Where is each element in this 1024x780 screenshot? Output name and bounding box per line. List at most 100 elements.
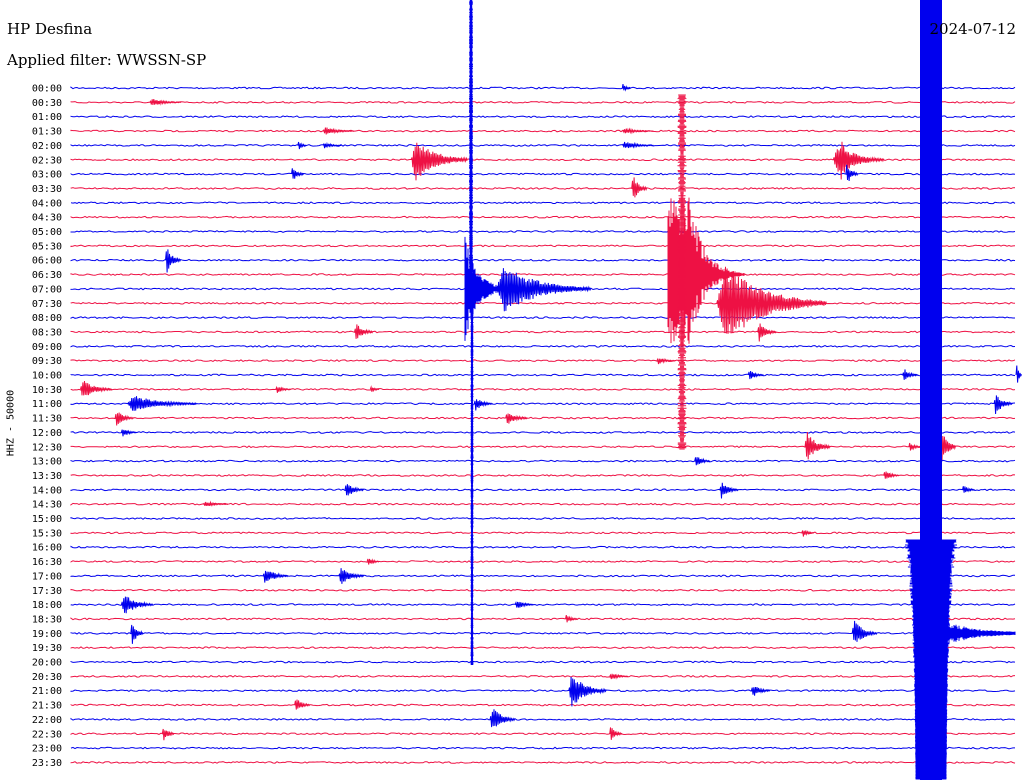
- trace-row-0730: [70, 301, 1016, 305]
- event-trace: [565, 614, 578, 623]
- event-trace: [939, 434, 957, 461]
- y-axis-label: HHZ - 50000: [5, 389, 17, 457]
- trace-row-1300: [70, 459, 1016, 463]
- event-trace: [489, 709, 516, 728]
- time-label-1300: 13:00: [32, 457, 62, 468]
- event-trace: [656, 357, 676, 365]
- time-label-0630: 06:30: [32, 270, 62, 281]
- trace-row-1200: [70, 430, 1016, 434]
- event-trace: [294, 699, 311, 710]
- time-label-0330: 03:30: [32, 184, 62, 195]
- trace-row-1600: [70, 545, 1016, 549]
- event-trace: [750, 687, 771, 696]
- saturated-band-coda: [941, 620, 1016, 646]
- time-label-2330: 23:30: [32, 758, 62, 769]
- time-label-1800: 18:00: [32, 600, 62, 611]
- event-trace: [514, 600, 534, 608]
- trace-row-2230: [70, 732, 1016, 736]
- time-label-0700: 07:00: [32, 284, 62, 295]
- time-label-2100: 21:00: [32, 686, 62, 697]
- event-trace: [127, 396, 197, 411]
- time-label-0730: 07:30: [32, 299, 62, 310]
- trace-row-1500: [70, 516, 1016, 520]
- trace-row-0130: [70, 129, 1016, 133]
- event-trace: [262, 570, 289, 583]
- time-label-2300: 23:00: [32, 744, 62, 755]
- saturated-spike-1-tail: [470, 299, 474, 665]
- event-trace: [716, 266, 827, 334]
- trace-row-1530: [70, 531, 1016, 535]
- trace-row-0100: [70, 115, 1016, 119]
- time-label-0900: 09:00: [32, 342, 62, 353]
- time-label-0200: 02:00: [32, 141, 62, 152]
- trace-row-1330: [70, 474, 1016, 477]
- trace-row-0300: [70, 172, 1016, 176]
- time-label-0930: 09:30: [32, 356, 62, 367]
- trace-row-0430: [70, 215, 1016, 219]
- date-label: 2024-07-12: [929, 20, 1016, 38]
- time-label-1400: 14:00: [32, 485, 62, 496]
- trace-row-0530: [70, 244, 1016, 248]
- event-trace: [338, 568, 365, 584]
- station-title: HP Desfina: [7, 20, 93, 38]
- event-trace: [165, 249, 182, 273]
- event-trace: [120, 596, 154, 614]
- event-trace: [275, 385, 292, 393]
- event-trace: [369, 385, 380, 393]
- trace-row-2130: [70, 703, 1016, 707]
- time-label-1230: 12:30: [32, 442, 62, 453]
- trace-row-2100: [70, 689, 1016, 693]
- event-trace: [883, 471, 900, 479]
- trace-row-1730: [70, 588, 1015, 592]
- event-trace: [473, 399, 493, 411]
- trace-row-0500: [70, 230, 1016, 233]
- trace-row-1230: [70, 445, 1016, 449]
- trace-row-0400: [70, 201, 1016, 205]
- trace-row-0900: [70, 344, 1016, 348]
- time-label-1530: 15:30: [32, 528, 62, 539]
- time-label-0530: 05:30: [32, 241, 62, 252]
- trace-row-0930: [70, 359, 1016, 362]
- event-trace: [621, 141, 654, 149]
- time-label-1430: 14:30: [32, 500, 62, 511]
- time-label-0800: 08:00: [32, 313, 62, 324]
- time-label-0030: 00:30: [32, 98, 62, 109]
- time-label-0000: 00:00: [32, 84, 62, 95]
- time-label-2230: 22:30: [32, 729, 62, 740]
- event-trace: [120, 429, 137, 437]
- time-label-0500: 05:00: [32, 227, 62, 238]
- event-trace: [962, 486, 975, 493]
- trace-row-2200: [70, 717, 1016, 721]
- event-trace: [801, 530, 815, 537]
- time-label-1000: 10:00: [32, 371, 62, 382]
- event-trace: [621, 127, 654, 135]
- trace-row-2030: [70, 674, 1016, 678]
- filter-label: Applied filter: WWSSN-SP: [7, 51, 207, 69]
- event-trace: [609, 727, 623, 740]
- trace-row-1130: [70, 416, 1016, 420]
- trace-row-1630: [70, 560, 1016, 563]
- event-trace: [747, 371, 764, 380]
- event-trace: [694, 457, 711, 466]
- event-trace: [410, 142, 468, 181]
- event-trace: [851, 620, 878, 642]
- event-trace: [609, 673, 629, 680]
- event-trace: [1015, 365, 1023, 383]
- time-label-1830: 18:30: [32, 614, 62, 625]
- time-label-1600: 16:00: [32, 543, 62, 554]
- event-trace: [495, 268, 592, 312]
- event-trace: [161, 728, 175, 741]
- event-trace: [291, 168, 304, 179]
- time-label-1730: 17:30: [32, 586, 62, 597]
- time-label-0430: 04:30: [32, 213, 62, 224]
- trace-row-0830: [70, 330, 1016, 334]
- event-trace: [845, 164, 859, 182]
- time-label-0230: 02:30: [32, 155, 62, 166]
- trace-row-0630: [70, 273, 1016, 276]
- time-label-1100: 11:00: [32, 399, 62, 410]
- saturated-band-edge: [905, 539, 957, 780]
- trace-row-1100: [70, 402, 1016, 406]
- trace-row-1930: [70, 646, 1016, 649]
- time-label-0830: 08:30: [32, 327, 62, 338]
- event-trace: [354, 324, 374, 339]
